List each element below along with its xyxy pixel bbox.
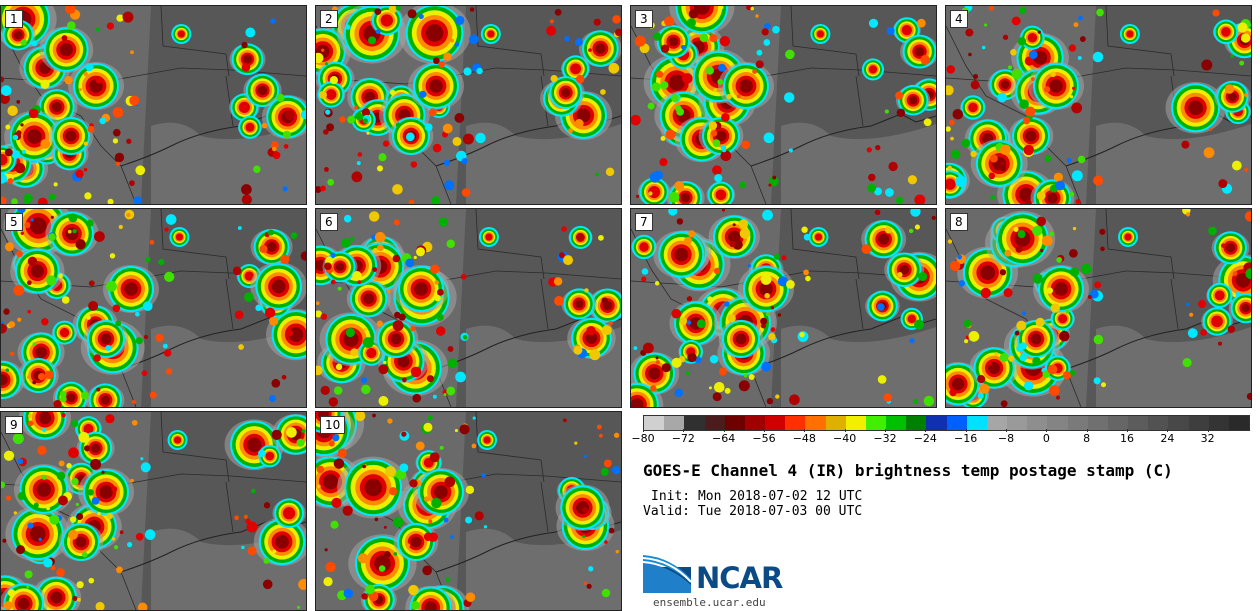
stamp-panel-9[interactable]: 9 [0, 411, 307, 611]
colorbar-swatch-3 [684, 416, 705, 430]
ir-map-8 [946, 209, 1251, 407]
colorbar-tick-label: 32 [1200, 432, 1215, 445]
stamp-panel-1[interactable]: 1 [0, 5, 307, 205]
colorbar-swatch-14 [906, 416, 927, 430]
colorbar-tick-label: −16 [954, 432, 978, 445]
stamp-panel-2[interactable]: 2 [315, 5, 622, 205]
panel-label-7: 7 [635, 213, 653, 231]
colorbar-swatch-23 [1087, 416, 1108, 430]
colorbar-swatch-10 [825, 416, 846, 430]
ir-map-2 [316, 6, 621, 204]
colorbar-swatch-24 [1107, 416, 1129, 430]
colorbar-tickmark [1127, 429, 1128, 432]
colorbar-tick-label: −80 [631, 432, 655, 445]
colorbar-tick-label: 0 [1042, 432, 1050, 445]
colorbar-swatch-6 [744, 416, 766, 430]
colorbar-tickmark [844, 429, 846, 432]
colorbar-swatch-9 [805, 416, 826, 430]
colorbar-swatch-8 [785, 416, 806, 430]
colorbar-tick-label: −32 [873, 432, 897, 445]
colorbar-swatch-30 [1228, 416, 1250, 430]
colorbar-swatch-19 [1007, 416, 1028, 430]
valid-time: Valid: Tue 2018-07-03 00 UTC [643, 504, 863, 519]
colorbar-tick-label: −56 [752, 432, 776, 445]
colorbar-tick-label: 8 [1083, 432, 1091, 445]
colorbar-tickmark [925, 429, 927, 432]
panel-label-1: 1 [5, 10, 23, 28]
colorbar-tick-label: −48 [792, 432, 816, 445]
stamp-panel-6[interactable]: 6 [315, 208, 622, 408]
colorbar-tick-label: −64 [712, 432, 736, 445]
colorbar-swatch-22 [1067, 416, 1088, 430]
colorbar-tickmark [1167, 429, 1169, 432]
panel-label-6: 6 [320, 213, 338, 231]
colorbar-swatch-17 [966, 416, 987, 430]
ncar-logo-icon [643, 555, 692, 593]
panel-label-3: 3 [635, 10, 653, 28]
init-time: Init: Mon 2018-07-02 12 UTC [651, 489, 863, 504]
colorbar-tickmark [723, 429, 725, 432]
colorbar-swatch-15 [926, 416, 947, 430]
colorbar-tick-label: −40 [833, 432, 857, 445]
ir-map-4 [946, 6, 1251, 204]
colorbar-swatch-4 [704, 416, 725, 430]
colorbar-swatch-20 [1027, 416, 1048, 430]
colorbar-tickmark [965, 429, 967, 432]
colorbar-swatch-25 [1128, 416, 1149, 430]
colorbar-tickmark [764, 429, 765, 432]
ir-map-9 [1, 412, 306, 610]
colorbar-swatch-18 [986, 416, 1008, 430]
figure-title: GOES-E Channel 4 (IR) brightness temp po… [643, 461, 1173, 480]
colorbar-swatch-28 [1188, 416, 1209, 430]
ir-map-10 [316, 412, 621, 610]
colorbar-tick-label: −24 [913, 432, 937, 445]
colorbar-swatch-29 [1208, 416, 1229, 430]
colorbar-ticks: −80 −72 −64 −56 −48 −40 −32 −24 −16 −8 0 8 16 24 32 [631, 429, 1248, 448]
colorbar-tickmark [804, 429, 806, 432]
colorbar-tick-label: 16 [1120, 432, 1134, 445]
panel-label-4: 4 [950, 10, 968, 28]
colorbar-swatch-12 [865, 416, 887, 430]
panel-label-9: 9 [5, 416, 23, 434]
colorbar-tick-label: −72 [671, 432, 695, 445]
panel-label-2: 2 [320, 10, 338, 28]
colorbar-tickmark [885, 429, 886, 432]
colorbar-tickmark [1046, 429, 1048, 432]
colorbar-swatch-13 [886, 416, 907, 430]
colorbar-swatch-7 [765, 416, 786, 430]
colorbar-swatch-11 [845, 416, 866, 430]
colorbar-swatch-16 [946, 416, 967, 430]
ir-map-7 [631, 209, 936, 407]
stamp-panel-4[interactable]: 4 [945, 5, 1252, 205]
panel-label-10: 10 [320, 416, 346, 434]
ir-map-1 [1, 6, 306, 204]
colorbar-tick-label: 24 [1160, 432, 1175, 445]
colorbar-swatch-5 [724, 416, 745, 430]
ir-map-6 [316, 209, 621, 407]
colorbar-tickmark [683, 429, 685, 432]
ncar-logo-text: NCAR [696, 561, 783, 595]
panel-label-5: 5 [5, 213, 23, 231]
stamp-panel-5[interactable]: 5 [0, 208, 307, 408]
stamp-panel-3[interactable]: 3 [630, 5, 937, 205]
colorbar-swatch-2 [664, 416, 685, 430]
colorbar-tickmark [1086, 429, 1088, 432]
stamp-panel-10[interactable]: 10 [315, 411, 622, 611]
stamp-panel-8[interactable]: 8 [945, 208, 1252, 408]
colorbar-tickmark [643, 429, 644, 432]
ir-map-3 [631, 6, 936, 204]
site-url[interactable]: ensemble.ucar.edu [653, 596, 766, 609]
colorbar-tickmark [1207, 429, 1209, 432]
colorbar-swatch-21 [1047, 416, 1068, 430]
colorbar-swatch-26 [1148, 416, 1169, 430]
colorbar-swatch-27 [1168, 416, 1189, 430]
ir-map-5 [1, 209, 306, 407]
colorbar-swatch-1 [644, 416, 665, 430]
colorbar [643, 415, 1250, 431]
stamp-panel-7[interactable]: 7 [630, 208, 937, 408]
colorbar-tick-label: −8 [997, 432, 1015, 445]
panel-label-8: 8 [950, 213, 968, 231]
colorbar-tickmark [1006, 429, 1007, 432]
